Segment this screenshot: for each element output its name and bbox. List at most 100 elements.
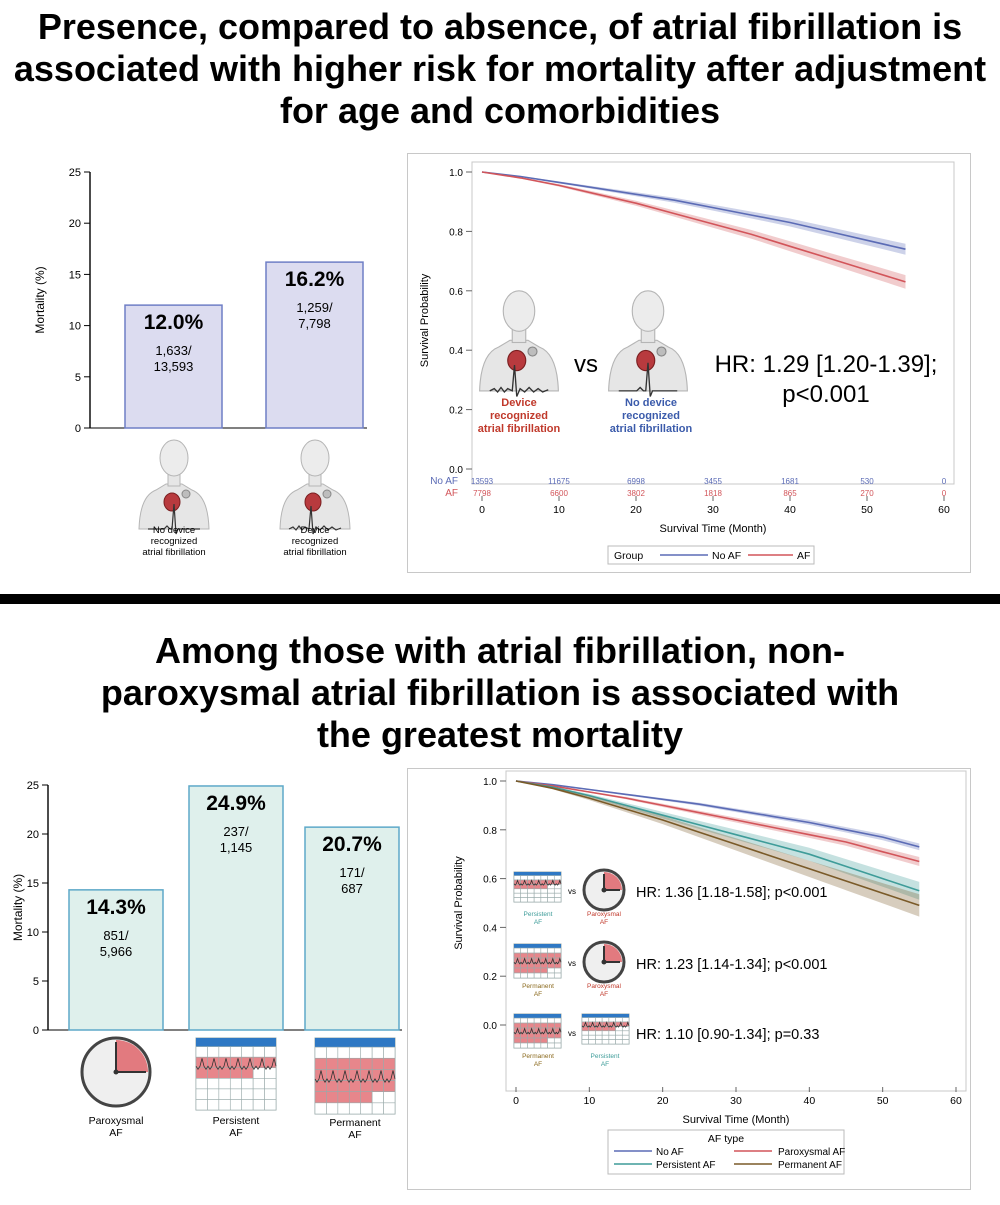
annotation-caption: Device — [501, 397, 536, 409]
mortality-bar-chart-top: 0 5 10 15 20 25 Mortality (%) 12.0% 1,633/13,593… — [33, 167, 367, 558]
hazard-ratio-label: HR: 1.36 [1.18-1.58]; p<0.001 — [636, 885, 827, 901]
calendar-cell — [540, 875, 548, 881]
bar — [124, 304, 223, 429]
bar-chart-panel-top: 0 5 10 15 20 25 Mortality (%) 12.0% 1,633/13,593… — [0, 156, 402, 576]
km-chart-panel-bottom: 0.0 0.2 0.4 0.6 0.8 1.0 Survival Probability 0 1… — [407, 768, 971, 1190]
calendar-cell — [547, 952, 555, 959]
calendar-cell — [540, 888, 548, 894]
clock-icon — [582, 868, 626, 912]
calendar-cell — [540, 1032, 548, 1039]
calendar-cell — [581, 1034, 590, 1040]
calendar-cell — [326, 1080, 339, 1093]
at-risk-count: 0 — [942, 489, 947, 498]
device-icon — [527, 346, 538, 357]
calendar-cell — [540, 1037, 548, 1044]
icon-caption: Paroxysmal — [89, 1115, 144, 1127]
calendar-cell — [348, 1102, 362, 1115]
y-tick-label: 0.8 — [449, 227, 463, 238]
calendar-cell — [241, 1099, 254, 1111]
calendar-cell — [207, 1078, 220, 1090]
calendar-cell — [383, 1091, 396, 1104]
calendar-cell — [527, 967, 535, 974]
bar-count-label: 5,966 — [100, 944, 133, 959]
calendar-cell — [581, 1039, 590, 1045]
calendar-ecg-trace — [314, 1070, 396, 1083]
calendar-icon — [513, 871, 562, 903]
heart-icon — [507, 349, 527, 372]
ecg-trace — [618, 362, 678, 397]
calendar-cell — [581, 1017, 590, 1023]
calendar-cell — [588, 1034, 596, 1040]
clock-icon — [80, 1036, 152, 1108]
calendar-cell — [547, 972, 555, 979]
legend-label: AF — [797, 550, 810, 562]
calendar-cell — [595, 1026, 603, 1032]
confidence-band — [482, 172, 906, 255]
calendar-cell — [326, 1057, 339, 1070]
bar-value-label: 20.7% — [322, 833, 382, 856]
y-tick-label: 10 — [69, 321, 81, 333]
at-risk-count: 6998 — [627, 477, 645, 486]
calendar-cell — [383, 1057, 396, 1070]
icon-caption: AF — [109, 1127, 122, 1139]
calendar-cell — [527, 875, 535, 881]
calendar-cell — [601, 1030, 610, 1036]
at-risk-count: 0 — [942, 477, 947, 486]
x-tick-label: 20 — [630, 504, 642, 516]
legend-label: No AF — [656, 1147, 684, 1158]
icon-caption: AF — [600, 991, 608, 998]
calendar-cell — [615, 1017, 623, 1023]
calendar-cell — [520, 972, 528, 979]
y-tick-label: 0 — [33, 1025, 39, 1037]
calendar-cell — [218, 1088, 231, 1100]
calendar-cell — [371, 1046, 384, 1059]
legend-label: Paroxysmal AF — [778, 1147, 845, 1158]
bar-count-label: 171/ — [339, 865, 365, 880]
calendar-header — [315, 1038, 395, 1048]
clock-wedge — [116, 1040, 148, 1072]
heart-icon — [304, 492, 322, 512]
calendar-cell — [252, 1099, 265, 1111]
calendar-cell — [527, 947, 535, 954]
calendar-cell — [264, 1099, 277, 1111]
calendar-cell — [540, 897, 548, 903]
y-tick-label: 10 — [27, 927, 39, 939]
calendar-cell — [371, 1091, 384, 1104]
calendar-cell — [540, 1042, 548, 1049]
x-tick-label: 10 — [553, 504, 565, 516]
calendar-cell — [547, 888, 555, 894]
annotation-caption: atrial fibrillation — [478, 423, 561, 435]
calendar-cell — [314, 1057, 327, 1070]
icon-caption: recognized — [151, 536, 197, 547]
calendar-cell — [608, 1039, 616, 1045]
calendar-cell — [527, 892, 535, 898]
survival-line-no-af — [515, 780, 920, 848]
calendar-cell — [533, 962, 542, 969]
bar-chart-panel-bottom: 0 5 10 15 20 25 Mortality (%) 14.3% 851/5,966 24.… — [0, 770, 403, 1200]
calendar-cell — [615, 1034, 623, 1040]
calendar-cell — [348, 1046, 362, 1059]
plot-frame — [471, 161, 955, 485]
calendar-cell — [520, 1042, 528, 1049]
annotation-caption: recognized — [490, 410, 548, 422]
calendar-cell — [513, 972, 522, 979]
mortality-bar-chart-bottom: 0 5 10 15 20 25 Mortality (%) 14.3% 851/5,966 24.… — [11, 780, 403, 1141]
calendar-icon — [513, 943, 562, 979]
calendar-cell — [547, 947, 555, 954]
x-tick-label: 10 — [583, 1095, 595, 1107]
calendar-cell — [533, 1042, 542, 1049]
calendar-cell — [195, 1046, 208, 1058]
calendar-header — [514, 872, 561, 876]
bar-count-label: 13,593 — [154, 359, 194, 374]
calendar-cell — [581, 1030, 590, 1036]
calendar-cell — [540, 1022, 548, 1029]
hazard-ratio-label: HR: 1.23 [1.14-1.34]; p<0.001 — [636, 957, 827, 973]
calendar-cell — [553, 1017, 562, 1024]
at-risk-count: 865 — [783, 489, 797, 498]
at-risk-count: 3802 — [627, 489, 645, 498]
calendar-cell — [540, 892, 548, 898]
calendar-cell — [547, 1037, 555, 1044]
bar-count-label: 1,259/ — [296, 300, 333, 315]
bar-count-label: 237/ — [223, 824, 249, 839]
calendar-cell — [615, 1039, 623, 1045]
